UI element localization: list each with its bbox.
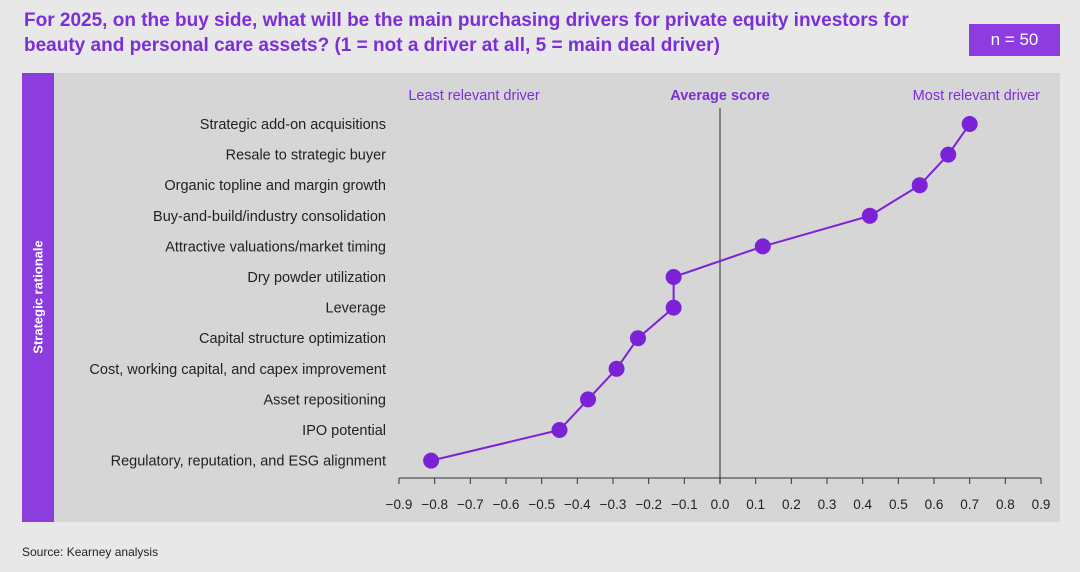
source-note: Source: Kearney analysis bbox=[22, 545, 159, 559]
data-point bbox=[551, 422, 568, 438]
x-tick-label: 0.1 bbox=[746, 497, 765, 512]
data-point bbox=[940, 146, 957, 163]
data-point bbox=[423, 452, 440, 469]
x-tick-label: 0.4 bbox=[853, 497, 872, 512]
x-tick-label: −0.9 bbox=[386, 497, 413, 512]
x-tick-label: −0.2 bbox=[635, 497, 662, 512]
category-label: Capital structure optimization bbox=[199, 331, 386, 347]
data-point bbox=[580, 391, 597, 408]
chart-title: For 2025, on the buy side, what will be … bbox=[24, 10, 909, 56]
x-tick-label: 0.3 bbox=[818, 497, 837, 512]
x-tick-label: 0.6 bbox=[925, 497, 944, 512]
category-label: Leverage bbox=[326, 301, 386, 317]
side-bar bbox=[22, 73, 54, 522]
x-tick-label: 0.0 bbox=[711, 497, 730, 512]
x-tick-label: 0.8 bbox=[996, 497, 1015, 512]
chart-panel bbox=[22, 73, 1060, 522]
x-tick-label: −0.5 bbox=[528, 497, 555, 512]
category-label: Resale to strategic buyer bbox=[226, 148, 387, 164]
x-tick-label: −0.8 bbox=[421, 497, 448, 512]
data-point bbox=[608, 360, 625, 377]
category-label: Regulatory, reputation, and ESG alignmen… bbox=[111, 454, 386, 470]
x-tick-label: 0.7 bbox=[960, 497, 979, 512]
header-most-relevant: Most relevant driver bbox=[913, 88, 1040, 104]
header-average-score: Average score bbox=[670, 88, 769, 104]
x-tick-label: 0.2 bbox=[782, 497, 801, 512]
category-label: Attractive valuations/market timing bbox=[165, 239, 386, 255]
category-label: Strategic add-on acquisitions bbox=[200, 117, 386, 133]
x-axis: −0.9 −0.8 −0.7 −0.6 −0.5 −0.4 −0.3 −0.2 −0.1 0.0 0… bbox=[386, 477, 1051, 512]
x-tick-label: −0.1 bbox=[671, 497, 698, 512]
category-label: Organic topline and margin growth bbox=[164, 178, 386, 194]
x-tick-label: −0.3 bbox=[600, 497, 627, 512]
category-labels: Strategic add-on acquisitions Resale to s… bbox=[89, 117, 386, 470]
data-point bbox=[961, 116, 978, 132]
category-label: Asset repositioning bbox=[263, 392, 386, 408]
category-label: IPO potential bbox=[302, 423, 386, 439]
data-point bbox=[665, 299, 682, 316]
header-least-relevant: Least relevant driver bbox=[408, 88, 540, 104]
data-point bbox=[754, 238, 771, 255]
series-line bbox=[430, 123, 971, 462]
x-tick-label: 0.9 bbox=[1032, 497, 1051, 512]
category-label: Dry powder utilization bbox=[247, 270, 386, 286]
data-point bbox=[861, 207, 878, 224]
data-point bbox=[629, 330, 646, 347]
series-line-group bbox=[430, 123, 971, 462]
x-tick-label: 0.5 bbox=[889, 497, 908, 512]
x-tick-label: −0.7 bbox=[457, 497, 484, 512]
sample-size-badge: n = 50 bbox=[969, 24, 1060, 56]
data-point bbox=[911, 177, 928, 194]
x-tick-label: −0.4 bbox=[564, 497, 591, 512]
chart-headers: Least relevant driver Average score Most r… bbox=[408, 88, 1040, 104]
x-tick-label: −0.6 bbox=[493, 497, 520, 512]
category-label: Cost, working capital, and capex improve… bbox=[89, 362, 386, 378]
data-points bbox=[423, 116, 978, 469]
category-label: Buy-and-build/industry consolidation bbox=[153, 209, 386, 225]
data-point bbox=[665, 269, 682, 285]
